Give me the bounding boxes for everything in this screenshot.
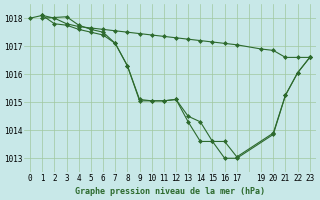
X-axis label: Graphe pression niveau de la mer (hPa): Graphe pression niveau de la mer (hPa) (75, 187, 265, 196)
